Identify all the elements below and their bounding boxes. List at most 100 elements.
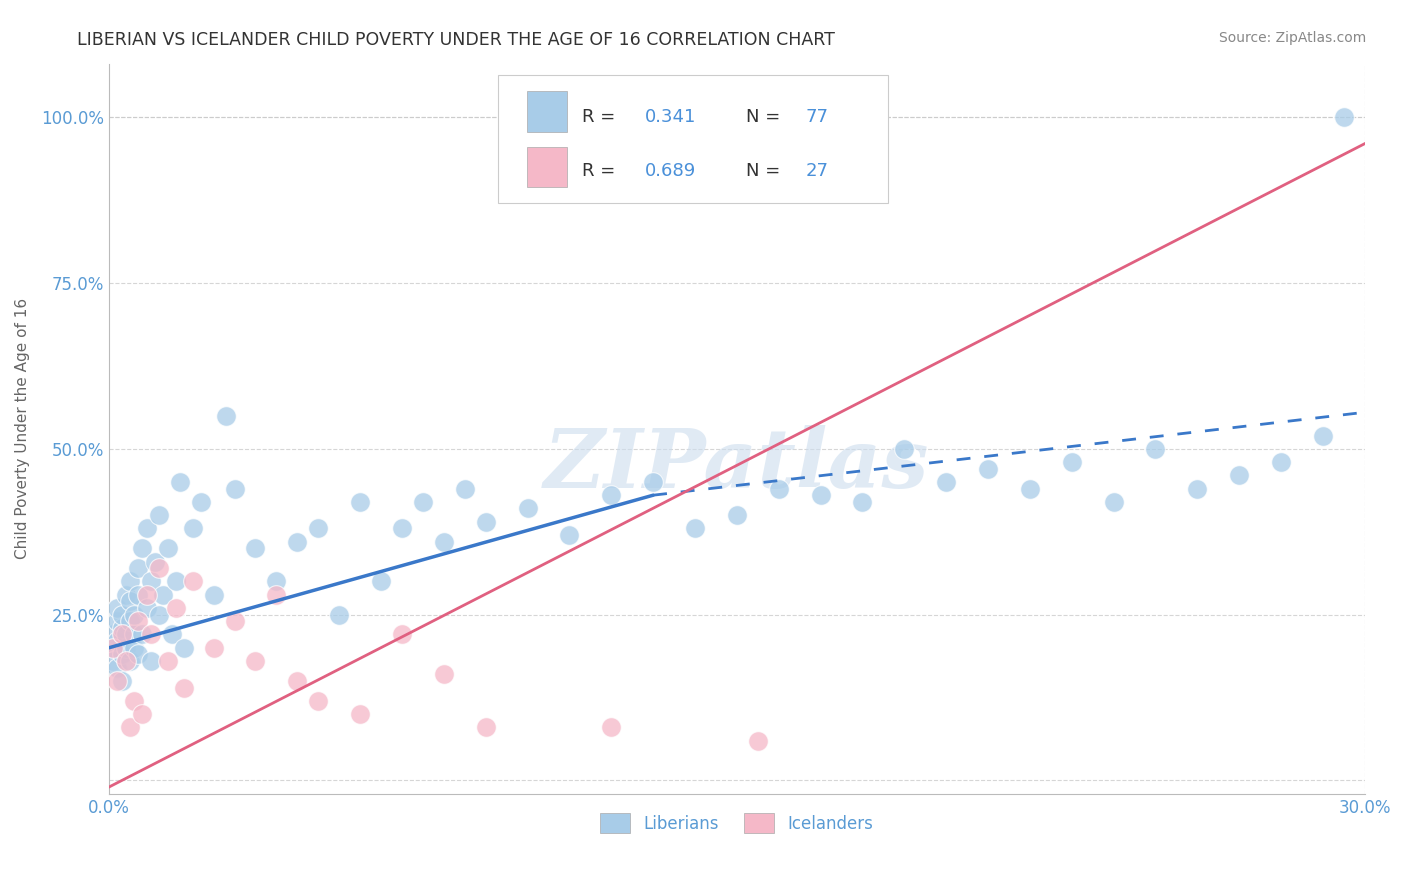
Point (1018, 482, 1040, 496)
Point (851, 495, 873, 509)
Point (893, 442, 915, 456)
Point (433, 667, 456, 681)
Point (110, 607, 132, 622)
Point (1270, 455, 1292, 469)
Point (725, 508, 748, 522)
Point (110, 648, 132, 662)
Point (643, 475, 665, 489)
Point (118, 654, 141, 668)
Point (110, 673, 132, 688)
Point (600, 720, 623, 734)
Point (474, 515, 496, 529)
Point (122, 607, 145, 622)
Point (148, 607, 170, 622)
Point (1060, 455, 1083, 469)
Text: 0.689: 0.689 (645, 161, 696, 180)
Text: LIBERIAN VS ICELANDER CHILD POVERTY UNDER THE AGE OF 16 CORRELATION CHART: LIBERIAN VS ICELANDER CHILD POVERTY UNDE… (77, 31, 835, 49)
Point (152, 588, 174, 602)
Point (190, 495, 212, 509)
Point (139, 627, 162, 641)
Point (105, 601, 128, 615)
Point (105, 673, 128, 688)
Point (245, 654, 267, 668)
Point (139, 654, 162, 668)
Point (558, 528, 581, 542)
Point (747, 733, 769, 747)
Text: R =: R = (582, 161, 621, 180)
Text: R =: R = (582, 108, 621, 126)
Point (101, 654, 124, 668)
Point (454, 482, 477, 496)
FancyBboxPatch shape (527, 147, 568, 187)
Point (105, 660, 128, 674)
Text: Source: ZipAtlas.com: Source: ZipAtlas.com (1219, 31, 1367, 45)
Point (148, 561, 170, 575)
Point (165, 574, 187, 589)
Point (118, 720, 141, 734)
Point (328, 607, 350, 622)
Point (285, 534, 308, 549)
Point (370, 574, 392, 589)
Point (169, 475, 191, 489)
Point (127, 561, 149, 575)
Point (156, 541, 179, 556)
Point (516, 501, 538, 516)
Point (131, 541, 153, 556)
Legend: Liberians, Icelanders: Liberians, Icelanders (593, 806, 880, 840)
Point (349, 495, 371, 509)
Point (266, 588, 288, 602)
Point (118, 574, 141, 589)
Point (135, 521, 157, 535)
Point (202, 640, 225, 655)
Point (412, 495, 434, 509)
Point (1187, 482, 1209, 496)
Point (173, 681, 195, 695)
Point (101, 640, 124, 655)
FancyBboxPatch shape (498, 75, 887, 202)
Point (165, 601, 187, 615)
Point (683, 521, 706, 535)
Text: 27: 27 (806, 161, 830, 180)
Point (768, 482, 790, 496)
Point (148, 508, 170, 522)
Point (391, 521, 413, 535)
Text: N =: N = (745, 161, 786, 180)
Point (173, 640, 195, 655)
Point (118, 594, 141, 608)
Text: 77: 77 (806, 108, 830, 126)
Point (600, 488, 623, 502)
Point (156, 654, 179, 668)
Point (135, 601, 157, 615)
Point (215, 409, 238, 423)
Point (224, 482, 246, 496)
Point (474, 720, 496, 734)
Text: N =: N = (745, 108, 786, 126)
Point (349, 707, 371, 722)
Text: 0.341: 0.341 (645, 108, 696, 126)
Point (101, 640, 124, 655)
Point (160, 627, 183, 641)
Point (105, 614, 128, 628)
Point (266, 574, 288, 589)
Point (122, 640, 145, 655)
Point (935, 475, 957, 489)
Point (245, 541, 267, 556)
Point (1227, 468, 1250, 483)
Point (181, 521, 204, 535)
Point (433, 534, 456, 549)
FancyBboxPatch shape (527, 92, 568, 132)
Point (122, 694, 145, 708)
Point (114, 627, 136, 641)
Point (391, 627, 413, 641)
Point (224, 614, 246, 628)
Point (101, 627, 124, 641)
Point (1102, 495, 1125, 509)
Point (122, 627, 145, 641)
Point (977, 461, 1000, 475)
Y-axis label: Child Poverty Under the Age of 16: Child Poverty Under the Age of 16 (15, 298, 30, 559)
Point (110, 621, 132, 635)
Point (114, 588, 136, 602)
Point (307, 521, 329, 535)
Point (143, 555, 166, 569)
Point (307, 694, 329, 708)
